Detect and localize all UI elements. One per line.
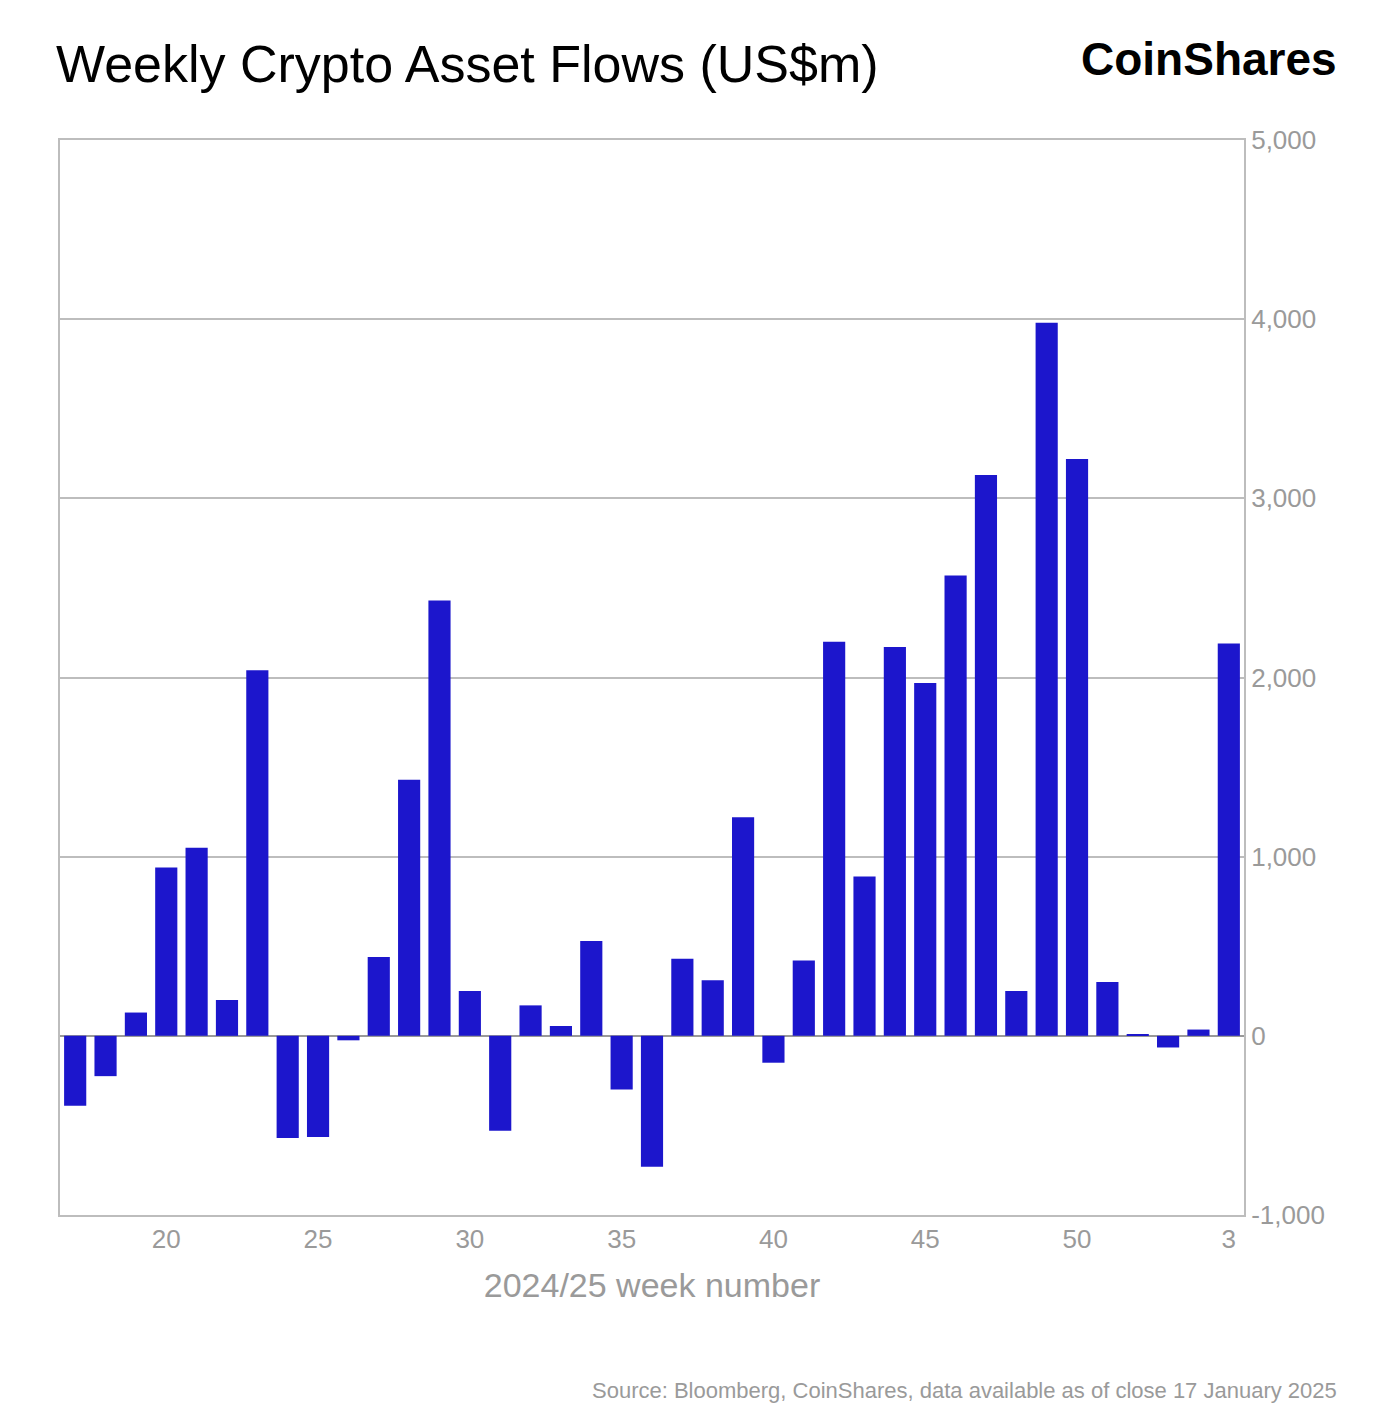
svg-text:20: 20 [152, 1224, 181, 1254]
svg-text:2024/25 week number: 2024/25 week number [484, 1266, 820, 1304]
svg-text:CoinShares: CoinShares [1081, 33, 1337, 85]
svg-text:3: 3 [1222, 1224, 1236, 1254]
svg-text:40: 40 [759, 1224, 788, 1254]
svg-text:1,000: 1,000 [1251, 842, 1316, 872]
svg-text:45: 45 [911, 1224, 940, 1254]
svg-text:Source: Bloomberg, CoinShares,: Source: Bloomberg, CoinShares, data avai… [592, 1378, 1337, 1403]
svg-text:25: 25 [304, 1224, 333, 1254]
svg-text:3,000: 3,000 [1251, 483, 1316, 513]
svg-text:-1,000: -1,000 [1251, 1200, 1325, 1230]
svg-text:35: 35 [607, 1224, 636, 1254]
svg-text:4,000: 4,000 [1251, 304, 1316, 334]
svg-text:0: 0 [1251, 1021, 1265, 1051]
svg-text:2,000: 2,000 [1251, 663, 1316, 693]
svg-text:30: 30 [455, 1224, 484, 1254]
svg-text:Weekly Crypto Asset Flows (US$: Weekly Crypto Asset Flows (US$m) [56, 35, 879, 93]
svg-text:50: 50 [1063, 1224, 1092, 1254]
svg-text:5,000: 5,000 [1251, 125, 1316, 155]
